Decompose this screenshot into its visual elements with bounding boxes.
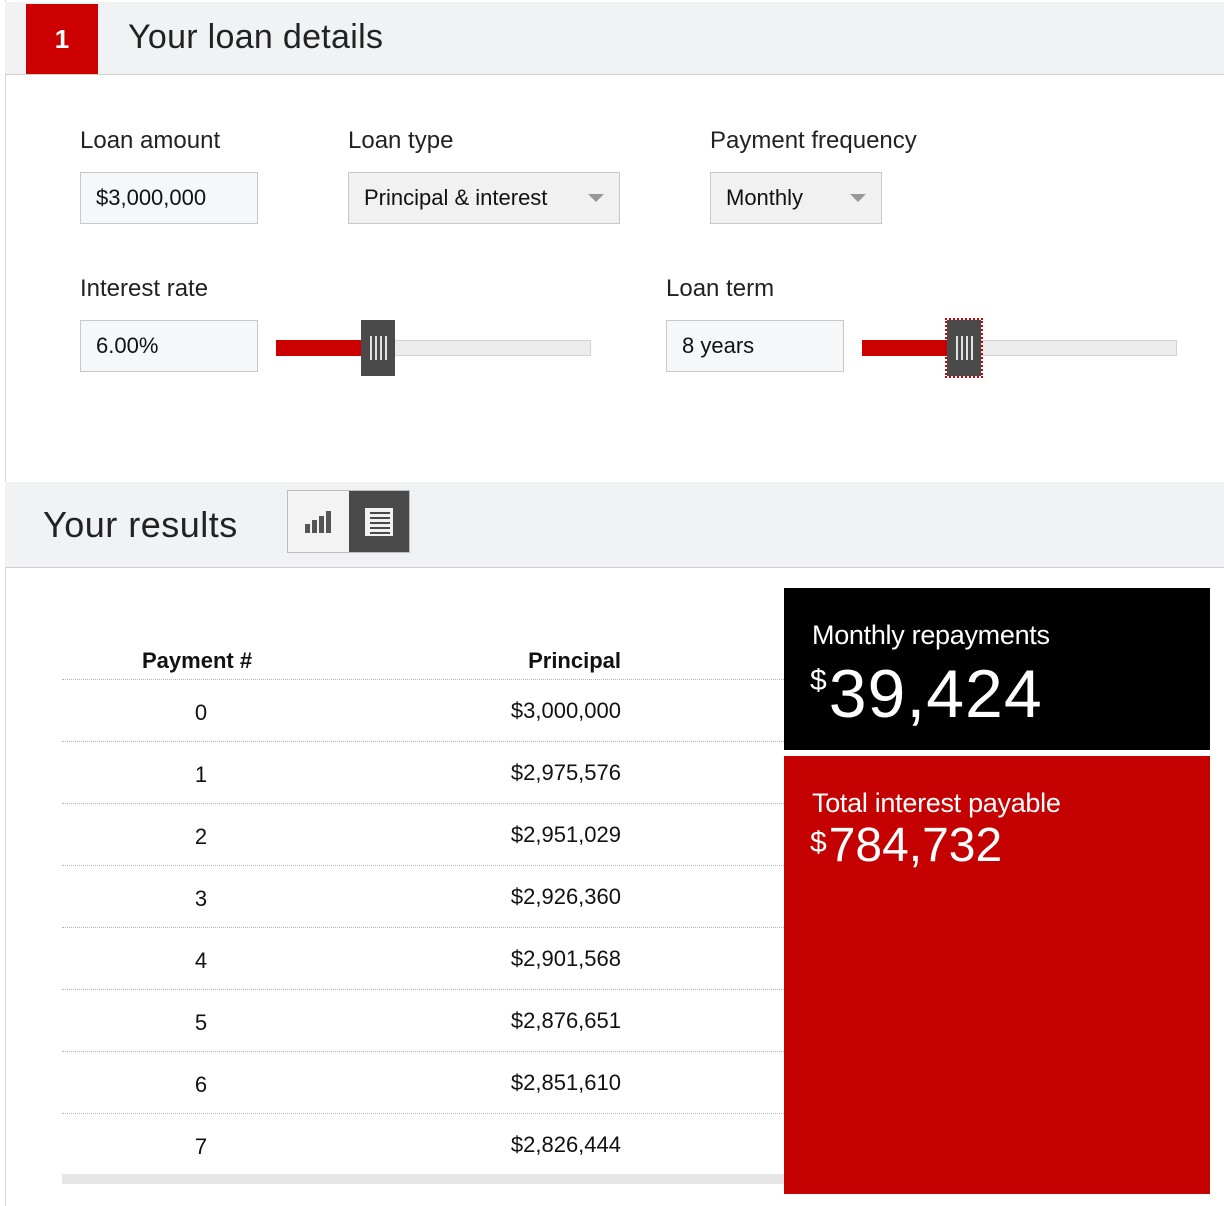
list-icon	[364, 507, 393, 536]
table-row: 4 $2,901,568	[62, 928, 784, 990]
table-row: 7 $2,826,444	[62, 1114, 784, 1176]
loan-type-label: Loan type	[348, 127, 454, 154]
table-header: Payment # Principal	[62, 640, 784, 680]
monthly-repayments-value: $ 39,424	[810, 660, 1043, 728]
view-toggle	[287, 490, 410, 553]
chart-view-button[interactable]	[288, 491, 349, 552]
loan-type-value: Principal & interest	[364, 185, 548, 210]
total-interest-value: $ 784,732	[810, 822, 1002, 870]
principal-cell: $2,926,360	[510, 884, 621, 909]
principal-cell: $3,000,000	[510, 698, 621, 723]
payment-frequency-select[interactable]: Monthly	[710, 172, 882, 224]
table-row: 2 $2,951,029	[62, 804, 784, 866]
results-header: Your results	[5, 482, 1224, 568]
slider-fill	[862, 340, 964, 356]
table-row: 5 $2,876,651	[62, 990, 784, 1052]
table-row: 1 $2,975,576	[62, 742, 784, 804]
payment-number-cell: 6	[194, 1072, 208, 1097]
loan-details-header	[5, 2, 1224, 75]
interest-rate-slider[interactable]	[276, 320, 591, 376]
payment-number-header: Payment #	[142, 648, 253, 673]
principal-cell: $2,975,576	[510, 760, 621, 785]
calculator-frame	[5, 0, 1224, 1206]
principal-cell: $2,826,444	[510, 1132, 621, 1157]
results-title: Your results	[43, 504, 238, 545]
total-interest-amount: 784,732	[828, 819, 1003, 872]
monthly-repayments-label: Monthly repayments	[812, 620, 1050, 650]
loan-term-input[interactable]: 8 years	[666, 320, 844, 372]
currency-symbol: $	[810, 664, 827, 697]
total-interest-label: Total interest payable	[812, 788, 1061, 818]
step-badge: 1	[26, 4, 98, 74]
payment-number-cell: 0	[194, 700, 208, 725]
table-row: 6 $2,851,610	[62, 1052, 784, 1114]
table-scrollbar[interactable]	[62, 1174, 784, 1184]
principal-cell: $2,901,568	[510, 946, 621, 971]
loan-amount-label: Loan amount	[80, 127, 221, 154]
principal-header: Principal	[528, 648, 621, 673]
table-body: 0 $3,000,000 1 $2,975,576 2 $2,951,029 3 $2,926…	[62, 680, 784, 1176]
loan-amount-input[interactable]: $3,000,000	[80, 172, 258, 224]
payment-number-cell: 2	[194, 824, 208, 849]
interest-rate-label: Interest rate	[80, 275, 209, 302]
chevron-down-icon	[588, 194, 604, 202]
interest-rate-input[interactable]: 6.00%	[80, 320, 258, 372]
loan-term-label: Loan term	[666, 275, 775, 302]
payment-frequency-value: Monthly	[726, 185, 804, 210]
payment-number-cell: 5	[194, 1010, 208, 1035]
chevron-down-icon	[850, 194, 866, 202]
loan-type-select[interactable]: Principal & interest	[348, 172, 620, 224]
table-row: 3 $2,926,360	[62, 866, 784, 928]
payment-number-cell: 3	[194, 886, 208, 911]
currency-symbol: $	[810, 826, 827, 859]
loan-term-slider[interactable]	[862, 318, 1177, 378]
monthly-repayments-amount: 39,424	[828, 656, 1043, 732]
payment-number-cell: 1	[194, 762, 208, 787]
loan-details-title: Your loan details	[128, 18, 384, 56]
principal-cell: $2,876,651	[510, 1008, 621, 1033]
grip-icon	[369, 336, 387, 360]
total-interest-box: Total interest payable $ 784,732	[784, 756, 1210, 1194]
principal-cell: $2,851,610	[510, 1070, 621, 1095]
grip-icon	[955, 336, 973, 360]
bar-chart-icon	[305, 510, 332, 533]
payment-frequency-label: Payment frequency	[710, 127, 917, 154]
table-view-button[interactable]	[348, 491, 409, 552]
amortization-table: Payment # Principal 0 $3,000,000 1 $2,975,5…	[62, 640, 784, 1176]
table-row: 0 $3,000,000	[62, 680, 784, 742]
slider-handle[interactable]	[361, 320, 395, 376]
monthly-repayments-box: Monthly repayments $ 39,424	[784, 588, 1210, 750]
principal-cell: $2,951,029	[510, 822, 621, 847]
payment-number-cell: 7	[194, 1134, 208, 1159]
slider-handle[interactable]	[945, 318, 983, 378]
payment-number-cell: 4	[194, 948, 208, 973]
slider-fill	[276, 340, 378, 356]
